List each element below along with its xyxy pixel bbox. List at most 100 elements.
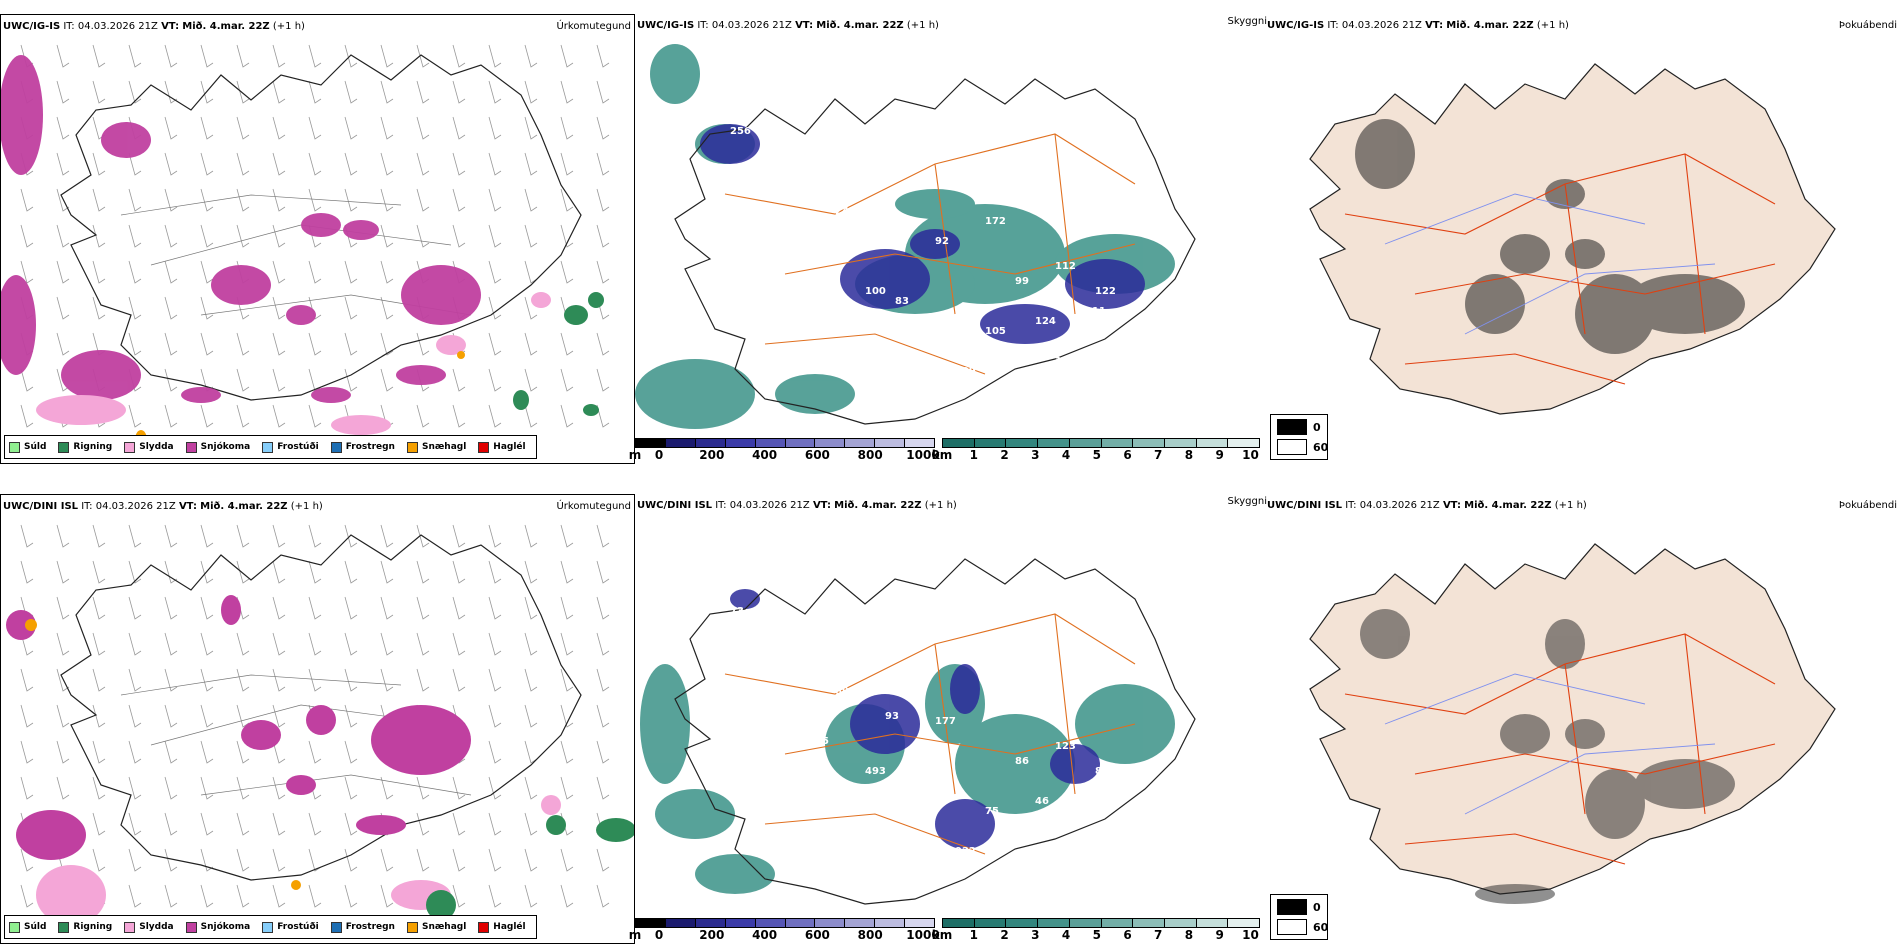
wind-barb [200,260,214,284]
ceiling-label: 86 [1015,756,1029,767]
wind-barb [20,848,34,872]
wind-barb [200,740,214,764]
bottom-precip-map [6,524,634,925]
wind-barb [380,332,394,356]
wind-barb [560,44,574,68]
wind-barb [56,740,70,764]
road-network [1344,153,1776,385]
wind-barb [236,224,250,248]
legend-label: Rigning [73,442,113,452]
wind-barb [488,848,502,872]
wind-barb [344,116,358,140]
ceiling-label: 256 [730,126,751,137]
wind-barb [488,152,502,176]
wind-barb [380,44,394,68]
legend-label: Haglél [493,922,526,932]
ceiling-label: 51 [785,156,799,167]
wind-barb [236,188,250,212]
legend-item: Súld [9,441,46,453]
wind-barb [20,704,34,728]
wind-barb [560,188,574,212]
colorbar-tick: 1000 [906,928,940,942]
wind-barb [272,44,286,68]
colorbar-tick: 10 [1242,448,1259,462]
wind-barb [488,524,502,548]
top-precip-header: UWC/IG-IS IT: 04.03.2026 21Z VT: Mið. 4.… [3,21,305,32]
wind-barb [92,296,106,320]
wind-barb [308,740,322,764]
wind-barb [92,776,106,800]
wind-barb [308,596,322,620]
wind-barb [344,740,358,764]
wind-barb [488,80,502,104]
legend-item: Haglél [478,441,526,453]
wind-barb [380,152,394,176]
fog-areas [1355,119,1745,354]
wind-barb [164,44,178,68]
wind-barb [524,704,538,728]
ceiling-label: 13 [785,636,799,647]
legend-swatch [185,441,197,453]
wind-barb [200,596,214,620]
wind-barb [92,224,106,248]
wind-barb [56,116,70,140]
wind-barb [92,80,106,104]
wind-barb [596,404,610,428]
wind-barb [236,704,250,728]
wind-barb [560,224,574,248]
wind-barb [272,776,286,800]
ceiling-label: 160 [715,696,736,707]
colorbar-tick: 3 [1031,448,1040,462]
wind-barb [20,560,34,584]
wind-barb [164,152,178,176]
wind-barb [308,632,322,656]
wind-barb [380,632,394,656]
top-fog-panel: UWC/IG-IS IT: 04.03.2026 21Z VT: Mið. 4.… [1265,14,1900,464]
bottom-cloud-colorbar: m 0 200 400 600 800 1000 [629,918,940,942]
wind-barb [56,596,70,620]
colorbar-tick: 200 [699,448,725,462]
wind-barb [380,848,394,872]
legend-label: Snæhagl [421,922,467,932]
wind-barb [524,596,538,620]
wind-barb [560,740,574,764]
wind-barb [416,776,430,800]
wind-barb [416,332,430,356]
wind-barb [236,152,250,176]
wind-barb [560,260,574,284]
wind-barb [452,812,466,836]
wind-barb [524,332,538,356]
wind-barb [524,80,538,104]
wind-barb [164,332,178,356]
wind-barb [20,740,34,764]
wind-barb [488,740,502,764]
wind-barb [272,668,286,692]
wind-barb [164,812,178,836]
wind-barb [524,44,538,68]
bottom-fog-title: Þokuábendi [1838,500,1897,511]
legend-item: Slydda [124,441,174,453]
wind-barb [524,368,538,392]
wind-barb [416,632,430,656]
wind-barb [344,332,358,356]
wind-barb [560,884,574,908]
wind-barb [560,560,574,584]
wind-barb [56,224,70,248]
colorbar-tick: 10 [1242,928,1259,942]
ceiling-label: 112 [1055,261,1076,272]
wind-barb [128,740,142,764]
legend-swatch [9,921,20,933]
wind-barb [452,884,466,908]
wind-barb [524,560,538,584]
legend-item: Snjókoma [185,921,250,933]
legend-item: Snæhagl [406,921,467,933]
top-precip-legend: Súld Rigning Slydda Snjókoma Frostúði Frostre… [4,435,537,459]
wind-barb [596,368,610,392]
colorbar-tick: 4 [1061,448,1071,462]
top-visibility-map: 256 51 170 121 242 210 95 92 172 100 83 98 99 112 122 1… [635,44,1196,429]
wind-barb [596,560,610,584]
legend-swatch [478,441,490,453]
legend-label: Snjókoma [200,442,251,452]
wind-barb [200,524,214,548]
wind-barb [236,116,250,140]
